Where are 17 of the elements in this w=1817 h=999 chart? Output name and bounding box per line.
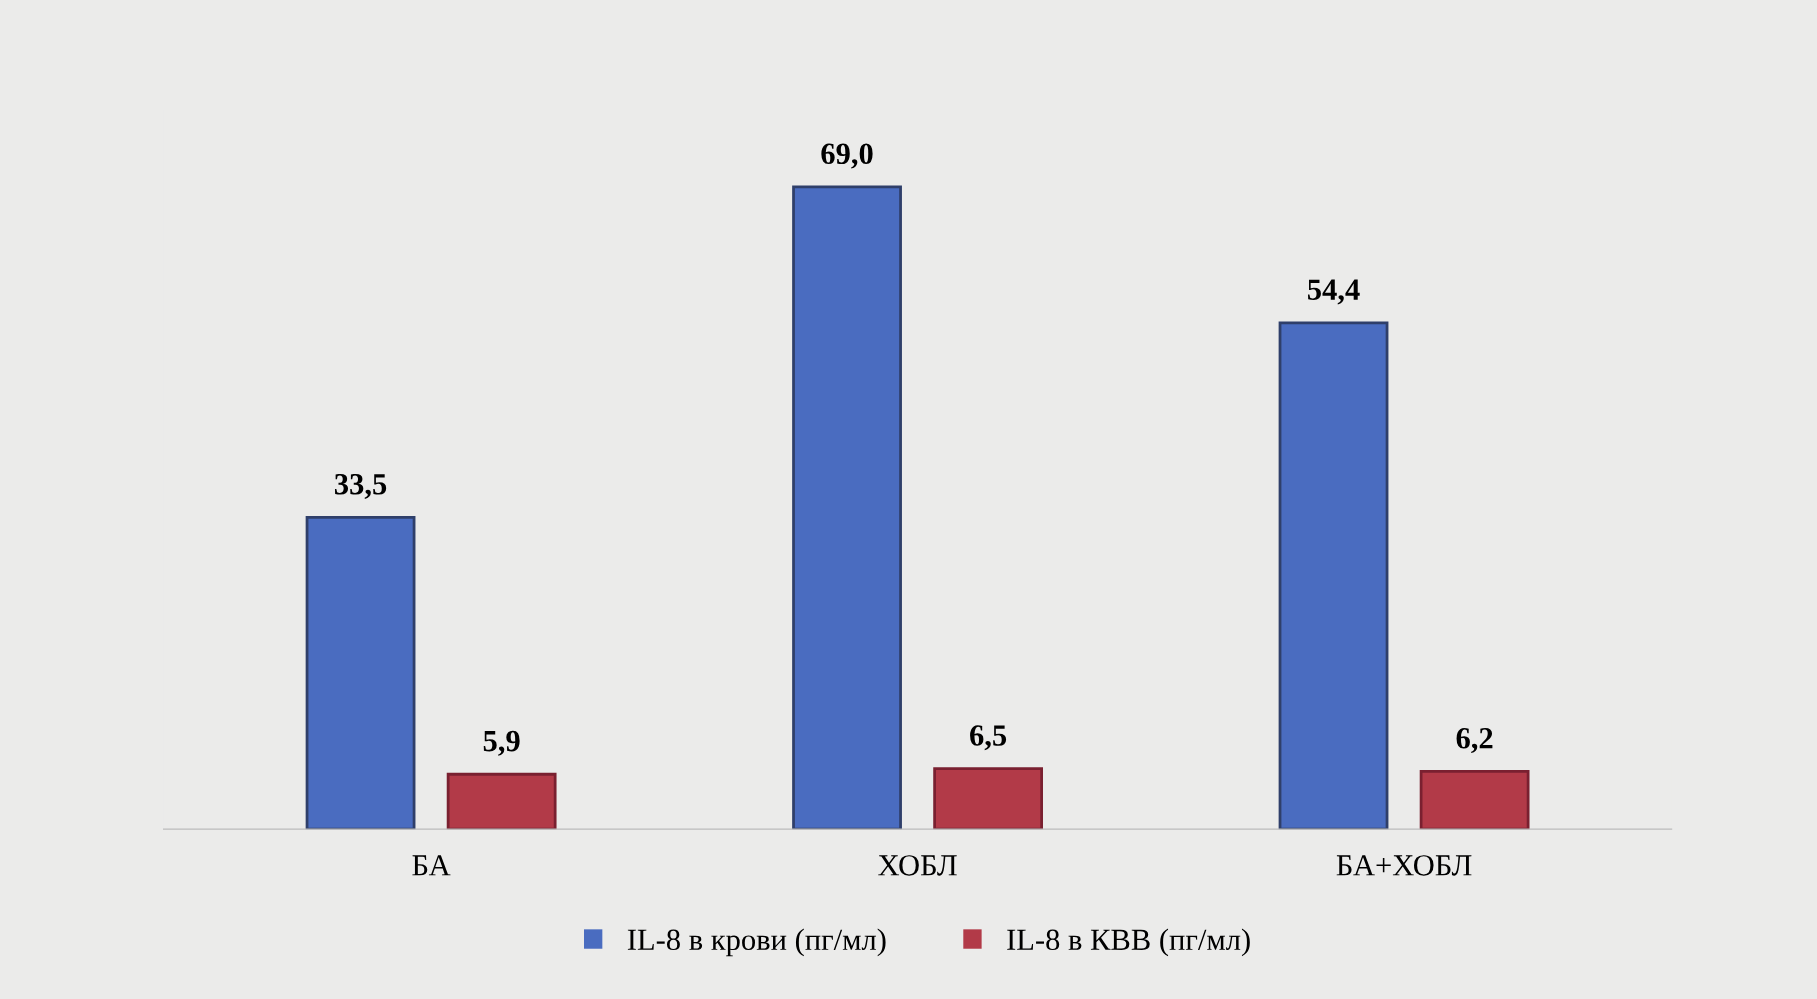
data-label: 5,9	[483, 730, 520, 756]
data-label: 54,4	[1308, 279, 1360, 305]
bar	[792, 185, 902, 830]
x-tick-label: ХОБЛ	[878, 855, 957, 876]
bar	[446, 772, 557, 830]
bar	[305, 515, 416, 830]
bar	[933, 767, 1044, 830]
legend-label: IL-8 в крови (пг/мл)	[627, 928, 886, 957]
bar	[1278, 321, 1389, 830]
data-label: 6,2	[1456, 728, 1493, 754]
data-label: 69,0	[821, 143, 873, 169]
data-label: 6,5	[970, 725, 1007, 751]
data-label: 33,5	[334, 473, 387, 499]
legend-label: IL-8 в КВВ (пг/мл)	[1007, 928, 1250, 957]
bar	[1419, 770, 1530, 830]
x-tick-label: БА	[412, 855, 451, 876]
x-tick-label: БА+ХОБЛ	[1336, 855, 1472, 876]
